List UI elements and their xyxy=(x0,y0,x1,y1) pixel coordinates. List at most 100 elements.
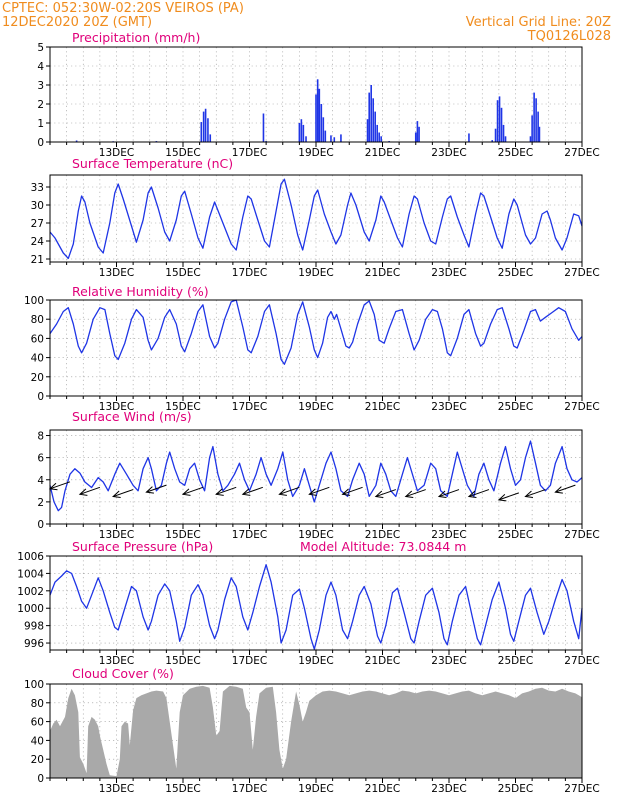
y-tick-label: 100 xyxy=(24,295,44,307)
y-tick-label: 20 xyxy=(31,372,44,384)
x-tick-label: 17DEC xyxy=(232,783,267,795)
x-tick-label: 23DEC xyxy=(431,783,466,795)
x-tick-label: 15DEC xyxy=(165,783,200,795)
y-tick-label: 8 xyxy=(37,431,44,443)
y-tick-label: 2 xyxy=(37,99,44,111)
x-tick-label: 25DEC xyxy=(498,147,533,159)
wind-arrow-head xyxy=(437,490,447,499)
wind-arrow xyxy=(181,486,204,496)
wind-line xyxy=(49,440,583,512)
wind-arrow-shaft xyxy=(79,486,101,495)
wind-arrow-shaft xyxy=(375,489,396,498)
precip-bar xyxy=(418,126,420,142)
wind-arrow-shaft xyxy=(438,489,460,498)
y-tick-label: 60 xyxy=(31,717,44,729)
precip-bar xyxy=(366,119,369,142)
x-tick-label: 17DEC xyxy=(232,529,267,541)
y-tick-label: 5 xyxy=(37,42,44,54)
x-tick-label: 19DEC xyxy=(298,783,333,795)
header-model-code: TQ0126L028 xyxy=(527,29,611,44)
y-tick-label: 4 xyxy=(37,475,44,487)
x-tick-label: 15DEC xyxy=(165,655,200,667)
x-tick-label: 19DEC xyxy=(298,529,333,541)
x-tick-label: 13DEC xyxy=(99,267,134,279)
wind-arrow-shaft xyxy=(555,484,576,493)
wind-arrow-shaft xyxy=(342,486,363,495)
precip-bar xyxy=(416,121,419,142)
x-tick-label: 25DEC xyxy=(498,529,533,541)
y-tick-label: 996 xyxy=(24,638,44,650)
x-tick-label: 13DEC xyxy=(99,401,134,413)
x-tick-label: 27DEC xyxy=(564,529,599,541)
y-tick-label: 27 xyxy=(31,218,44,230)
precip-bar xyxy=(376,124,378,142)
x-tick-label: 21DEC xyxy=(365,401,400,413)
wind-arrow-shaft xyxy=(112,489,134,498)
precip-bar xyxy=(496,100,499,142)
wind-arrow-head xyxy=(308,488,317,496)
x-tick-label: 13DEC xyxy=(99,783,134,795)
wind-arrow-head xyxy=(554,486,563,494)
x-tick-label: 23DEC xyxy=(431,147,466,159)
precip-bar xyxy=(374,111,376,142)
wind-arrow-head xyxy=(215,488,224,496)
x-tick-label: 25DEC xyxy=(498,401,533,413)
panel-title: Cloud Cover (%) xyxy=(72,666,174,681)
wind-arrow xyxy=(241,486,263,496)
wind-arrow-shaft xyxy=(216,486,237,495)
wind-arrow xyxy=(467,489,490,499)
wind-arrow-head xyxy=(78,488,88,496)
x-tick-label: 25DEC xyxy=(498,655,533,667)
wind-arrow-shaft xyxy=(182,486,204,495)
y-tick-label: 6 xyxy=(37,453,44,465)
precip-bar xyxy=(320,104,323,142)
precip-bar xyxy=(494,128,497,142)
x-tick-label: 23DEC xyxy=(431,267,466,279)
y-tick-label: 60 xyxy=(31,333,44,345)
panel-title: Surface Temperature (nC) xyxy=(72,156,233,171)
header-grid-note: Vertical Grid Line: 20Z xyxy=(466,15,611,30)
x-tick-label: 19DEC xyxy=(298,267,333,279)
precip-bar xyxy=(302,124,305,142)
precip-bar xyxy=(318,88,321,142)
precip-bar xyxy=(533,92,535,142)
x-tick-label: 19DEC xyxy=(298,401,333,413)
precip-bar xyxy=(298,123,301,142)
precip-bar xyxy=(414,132,417,142)
precip-bar xyxy=(316,79,319,142)
y-tick-label: 0 xyxy=(37,519,44,531)
precip-bar xyxy=(535,98,537,142)
precip-bar xyxy=(370,85,372,142)
precip-bar xyxy=(315,94,317,142)
x-tick-label: 21DEC xyxy=(365,655,400,667)
precip-bar xyxy=(340,134,342,142)
wind-arrow xyxy=(78,486,101,496)
y-tick-label: 40 xyxy=(31,735,44,747)
x-tick-label: 13DEC xyxy=(99,147,134,159)
x-tick-label: 15DEC xyxy=(165,147,200,159)
precip-bar xyxy=(529,136,532,142)
cloud-cover-panel: 0 20 40 60 80 100 13DEC 15DEC 17DEC 19DEC 21DEC 23D… xyxy=(24,666,600,795)
precip-bar xyxy=(209,134,212,142)
panel-annotation: Model Altitude: 73.0844 m xyxy=(300,539,466,554)
y-tick-label: 1000 xyxy=(17,603,44,615)
panel-title: Relative Humidity (%) xyxy=(72,284,209,299)
y-tick-label: 998 xyxy=(24,621,44,633)
x-tick-label: 19DEC xyxy=(298,147,333,159)
x-tick-label: 13DEC xyxy=(99,529,134,541)
panels-group: 0 1 2 3 4 5 13DEC 15DEC 17DEC 19DEC 21DEC 23DEC 25DE… xyxy=(17,30,599,795)
header-station-line: CPTEC: 052:30W-02:20S VEIROS (PA) xyxy=(2,1,244,16)
y-tick-label: 24 xyxy=(31,236,45,248)
precip-bar xyxy=(538,126,541,142)
cloud-cover-area xyxy=(50,685,582,778)
wind-arrow xyxy=(404,489,426,499)
precip-bar xyxy=(378,132,380,142)
wind-arrow xyxy=(341,486,363,496)
y-tick-label: 0 xyxy=(37,391,44,403)
temperature-panel: 21 24 27 30 33 13DEC 15DEC 17DEC 19DEC 21DEC 23DEC… xyxy=(31,156,600,279)
precip-bar xyxy=(75,140,78,142)
panel-frame xyxy=(49,299,583,397)
wind-arrow-shaft xyxy=(405,489,426,498)
wind-arrow-shaft xyxy=(498,492,520,501)
